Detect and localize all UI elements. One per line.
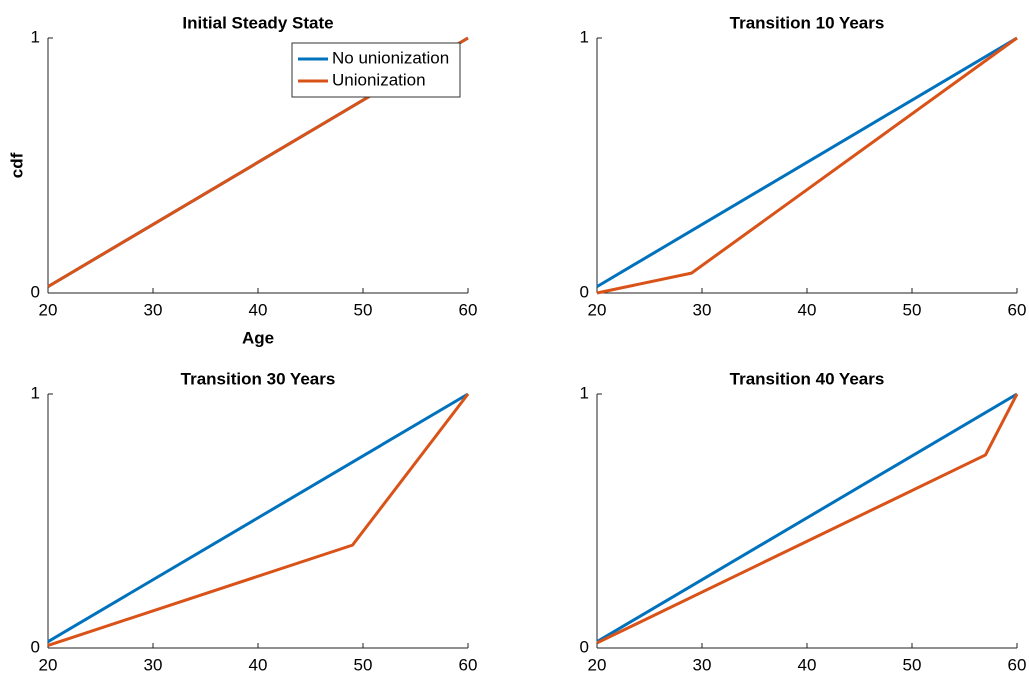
x-axis-label: Age: [242, 328, 274, 347]
x-tick-label: 30: [693, 655, 712, 674]
y-tick-label: 1: [31, 27, 40, 46]
y-tick-label: 1: [580, 383, 589, 402]
y-tick-label: 0: [580, 637, 589, 656]
subplot: 20 30 40 50 60 0 1 Transition 30 Years: [31, 369, 478, 674]
x-tick-label: 40: [798, 655, 817, 674]
y-axis-label: cdf: [7, 152, 26, 178]
data-line: [47, 393, 470, 647]
x-tick-label: 20: [39, 300, 58, 319]
y-tick-label: 0: [580, 282, 589, 301]
y-tick-label: 0: [31, 282, 40, 301]
legend-label: No unionization: [332, 48, 449, 67]
x-tick-label: 20: [588, 655, 607, 674]
subplot-title: Transition 10 Years: [730, 13, 885, 32]
data-line: [596, 393, 1019, 645]
x-tick-label: 20: [39, 655, 58, 674]
y-tick-label: 1: [580, 27, 589, 46]
x-tick-label: 40: [249, 300, 268, 319]
x-tick-label: 60: [1008, 655, 1027, 674]
x-tick-label: 30: [144, 300, 163, 319]
x-tick-label: 30: [144, 655, 163, 674]
x-tick-label: 60: [1008, 300, 1027, 319]
data-line: [596, 36, 1018, 288]
subplot: 20 30 40 50 60 0 1 Initial Steady State Age cdf No…: [7, 13, 477, 347]
x-tick-label: 60: [459, 300, 478, 319]
x-tick-label: 50: [903, 300, 922, 319]
x-tick-label: 40: [798, 300, 817, 319]
subplot-title: Transition 40 Years: [730, 369, 885, 388]
x-tick-label: 40: [249, 655, 268, 674]
x-tick-label: 50: [354, 300, 373, 319]
subplot-title: Transition 30 Years: [181, 369, 336, 388]
data-line: [596, 36, 1018, 295]
data-line: [596, 392, 1018, 643]
data-line: [47, 392, 469, 643]
subplot: 20 30 40 50 60 0 1 Transition 40 Years: [580, 369, 1027, 674]
legend-label: Unionization: [332, 70, 426, 89]
x-tick-label: 50: [903, 655, 922, 674]
x-tick-label: 30: [693, 300, 712, 319]
y-tick-label: 1: [31, 383, 40, 402]
subplot: 20 30 40 50 60 0 1 Transition 10 Years: [580, 13, 1027, 319]
x-tick-label: 50: [354, 655, 373, 674]
legend-box: [291, 42, 461, 98]
legend: No unionization Unionization: [291, 42, 461, 98]
x-tick-label: 20: [588, 300, 607, 319]
x-tick-label: 60: [459, 655, 478, 674]
y-tick-label: 0: [31, 637, 40, 656]
subplot-title: Initial Steady State: [182, 13, 333, 32]
